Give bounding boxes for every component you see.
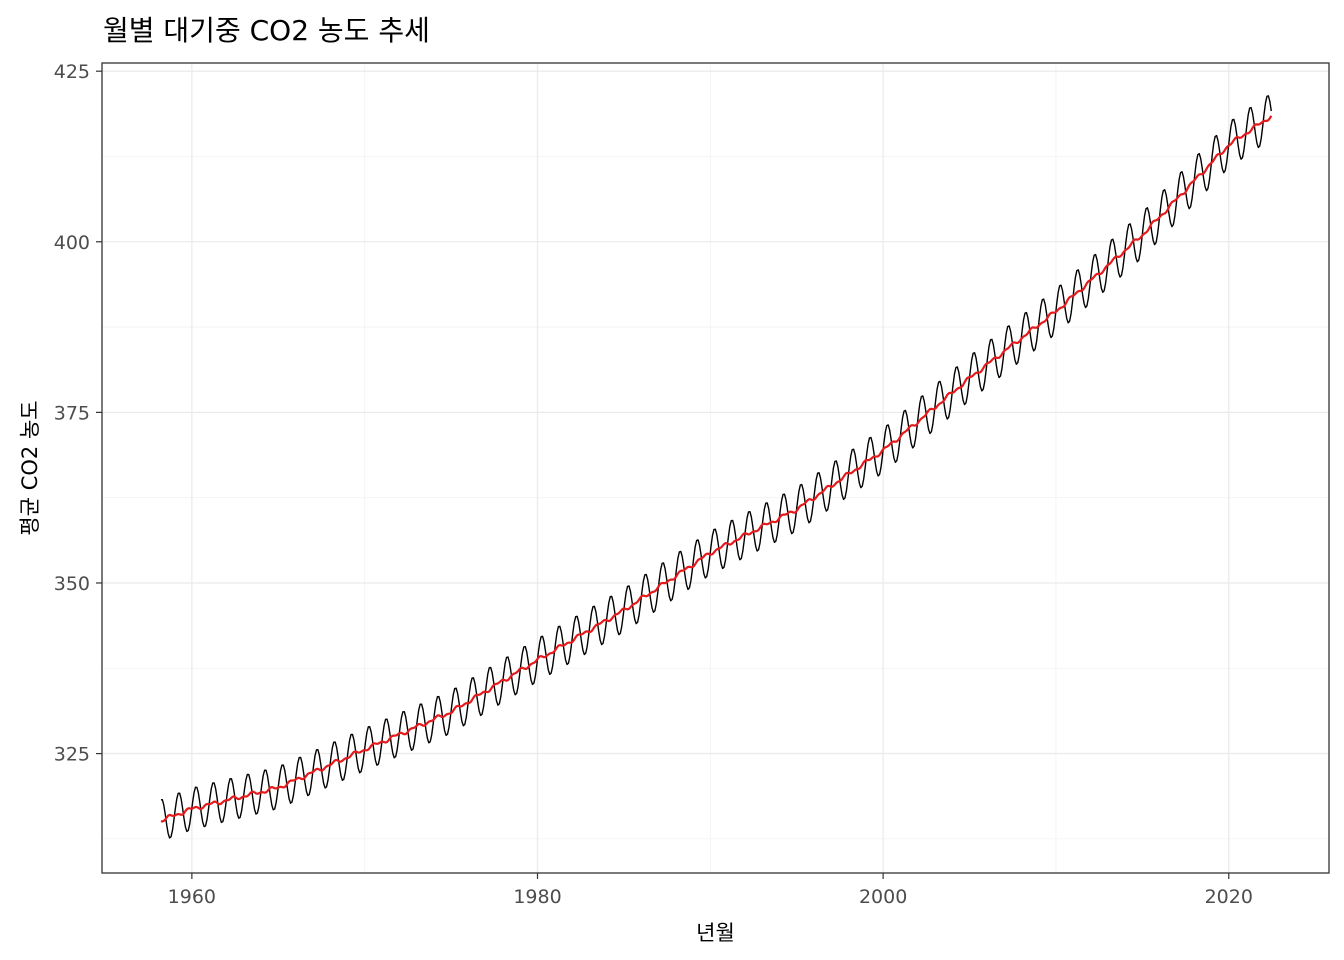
x-tick-label: 2000 xyxy=(859,886,907,908)
y-tick-label: 375 xyxy=(54,402,90,424)
series-monthly-line xyxy=(160,95,1272,839)
x-axis-title: 년월 xyxy=(696,921,735,945)
x-tick-label: 2020 xyxy=(1205,886,1253,908)
x-tick-label: 1960 xyxy=(168,886,216,908)
y-tick-label: 325 xyxy=(54,744,90,766)
x-tick-label: 1980 xyxy=(513,886,561,908)
grid-major xyxy=(102,63,1329,873)
grid-minor xyxy=(102,63,1329,873)
y-axis-title: 평균 CO2 농도 xyxy=(18,400,42,535)
chart-title: 월별 대기중 CO2 농도 추세 xyxy=(103,14,430,47)
plot-panel-border xyxy=(101,62,1330,874)
axis-ticks xyxy=(96,70,1230,879)
y-tick-label: 350 xyxy=(54,573,90,595)
series-trend-line xyxy=(160,115,1273,823)
y-axis-tick-labels: 325 350 375 400 425 xyxy=(54,61,90,765)
y-tick-label: 400 xyxy=(54,232,90,254)
x-axis-tick-labels: 1960 1980 2000 2020 xyxy=(168,886,1253,908)
series-layer xyxy=(160,95,1273,839)
y-tick-label: 425 xyxy=(54,61,90,83)
